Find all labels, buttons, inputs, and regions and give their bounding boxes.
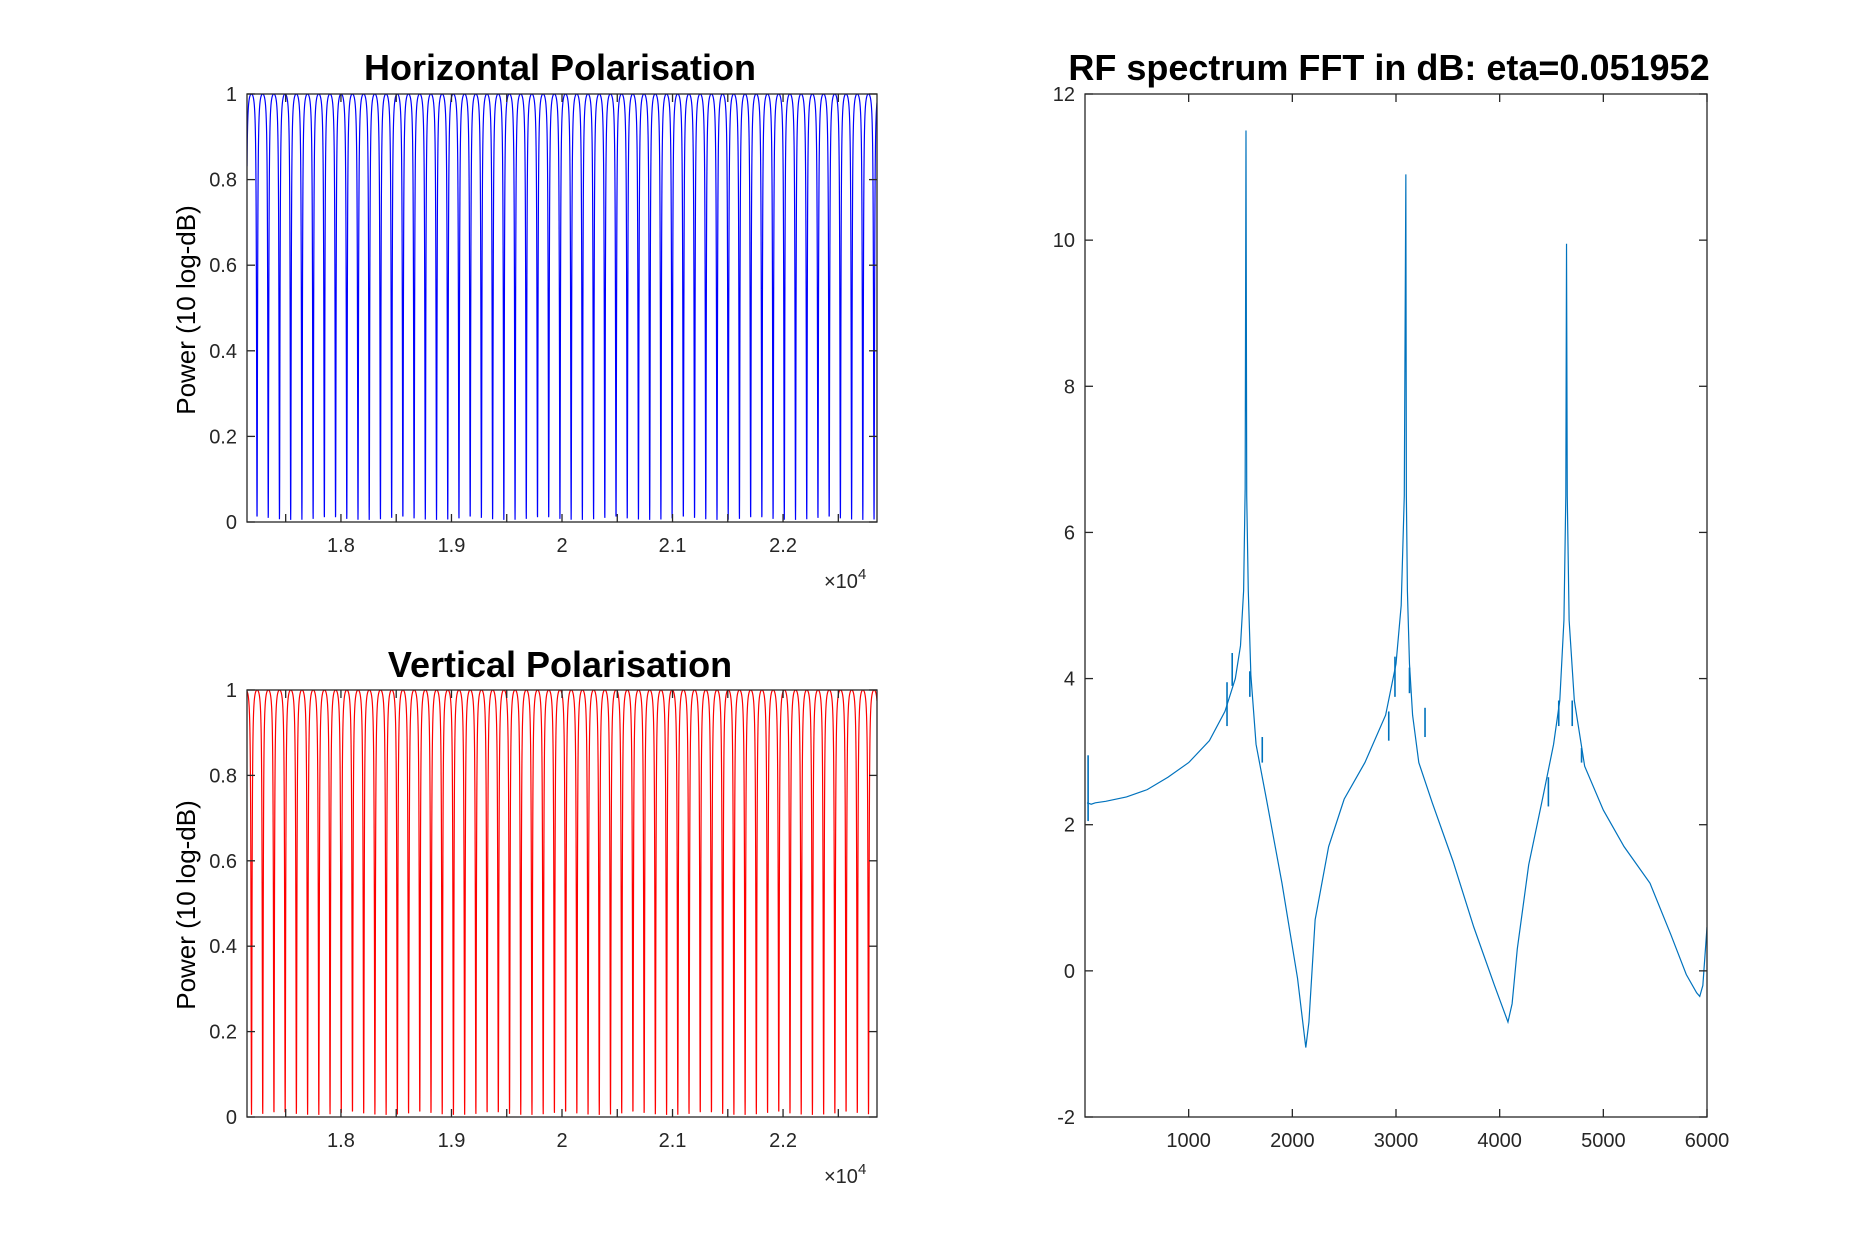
x-tick-label: 1.8 [327,535,355,557]
y-tick-label: 0.8 [209,170,237,192]
tick-labels: 1.8 1.9 2 2.1 2.2 0 0.2 0.4 0.6 0.8 1 [209,84,797,557]
x-tick-label: 2 [556,1130,567,1152]
y-tick-label: 4 [1064,669,1075,691]
y-tick-label: 6 [1064,522,1075,544]
tick-labels: 1000 2000 3000 4000 5000 6000 -2 0 2 4 6 8 10 12 [1053,84,1730,1152]
y-axis-label: Power (10 log-dB) [171,205,201,415]
plot-area [1086,130,1707,1048]
series-line [247,690,877,1115]
ticks [247,93,877,523]
x-tick-label: 4000 [1477,1130,1522,1152]
x-tick-label: 1.9 [438,535,466,557]
x-tick-label: 1.9 [438,1130,466,1152]
x-tick-label: 6000 [1685,1130,1730,1152]
y-tick-label: 0.4 [209,341,237,363]
y-tick-label: 10 [1053,230,1075,252]
y-tick-label: -2 [1057,1107,1075,1129]
y-tick-label: 0.2 [209,426,237,448]
chart-title: RF spectrum FFT in dB: eta=0.051952 [1068,47,1709,88]
plot-area [247,94,877,520]
y-tick-label: 0.8 [209,765,237,787]
x-tick-label: 2000 [1270,1130,1315,1152]
rf-spectrum-chart: RF spectrum FFT in dB: eta=0.051952 1000… [1053,47,1730,1152]
x-tick-label: 3000 [1374,1130,1419,1152]
y-tick-label: 0 [226,512,237,534]
y-tick-label: 8 [1064,376,1075,398]
y-tick-label: 0.6 [209,851,237,873]
y-tick-label: 12 [1053,84,1075,106]
ticks [247,689,877,1118]
x-tick-label: 1.8 [327,1130,355,1152]
plot-area [247,690,877,1115]
y-tick-label: 0.4 [209,936,237,958]
x-tick-label: 2 [556,535,567,557]
y-tick-label: 0 [1064,961,1075,983]
y-tick-label: 0.6 [209,255,237,277]
x-tick-label: 5000 [1581,1130,1626,1152]
y-tick-label: 1 [226,680,237,702]
y-axis-label: Power (10 log-dB) [171,800,201,1010]
ticks [1085,93,1708,1118]
series-line [1086,130,1707,1048]
x-tick-label: 2.1 [659,535,687,557]
vertical-chart: Vertical Polarisation Power (10 log-dB) … [171,644,878,1188]
y-tick-label: 1 [226,84,237,106]
y-tick-label: 0.2 [209,1022,237,1044]
x-tick-label: 2.2 [769,1130,797,1152]
tick-labels: 1.8 1.9 2 2.1 2.2 0 0.2 0.4 0.6 0.8 1 [209,680,797,1152]
horizontal-chart: Horizontal Polarisation Power (10 log-dB… [171,47,878,593]
x-tick-label: 2.2 [769,535,797,557]
series-line [247,94,877,520]
axes-box [1084,93,1708,1118]
y-tick-label: 2 [1064,815,1075,837]
x-exponent-label: ×104 [824,1161,866,1188]
chart-title: Horizontal Polarisation [364,47,756,88]
chart-title: Vertical Polarisation [388,644,732,685]
x-tick-label: 2.1 [659,1130,687,1152]
y-tick-label: 0 [226,1107,237,1129]
x-exponent-label: ×104 [824,566,866,593]
x-tick-label: 1000 [1166,1130,1211,1152]
